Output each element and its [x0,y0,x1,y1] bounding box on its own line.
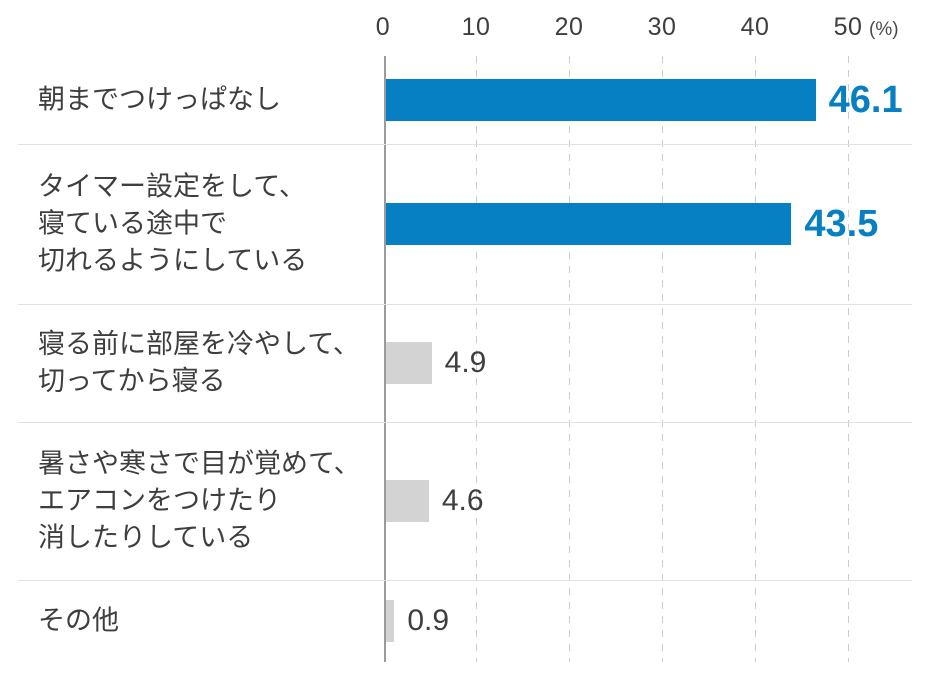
row-separator [18,304,912,305]
bar [386,203,792,245]
chart-row: 朝までつけっぱなし 46.1 [0,56,930,144]
x-axis-tick-label: 40 [740,13,770,41]
bar [386,480,429,522]
category-label-line: 切ってから寝る [38,366,226,396]
x-axis-tick-label: 30 [647,13,677,41]
category-label: その他 [38,603,378,640]
bar [386,79,816,121]
category-label: 暑さや寒さで目が覚めて、 エアコンをつけたり 消したりしている [38,446,378,557]
row-separator [18,580,912,581]
value-label: 46.1 [828,78,903,121]
category-label: 朝までつけっぱなし [38,82,378,119]
value-label: 4.6 [441,484,484,517]
bar-area: 43.5 [386,144,878,304]
x-axis-tick-label: 0 [375,13,391,41]
x-axis-tick-label: 50 [833,13,863,41]
gridline [662,56,663,662]
chart-row: 暑さや寒さで目が覚めて、 エアコンをつけたり 消したりしている 4.6 [0,422,930,580]
bar [386,600,395,642]
bar-area: 46.1 [386,56,903,144]
category-label-line: 暑さや寒さで目が覚めて、 [38,448,361,479]
category-label-line: 切れるようにしている [38,245,308,276]
bar-area: 0.9 [386,580,449,662]
x-axis-tick-label: 10 [461,13,491,41]
value-label: 43.5 [804,202,879,245]
category-label-line: その他 [38,605,119,636]
row-separator [18,422,912,423]
bar [386,342,432,384]
chart-row: その他 0.9 [0,580,930,662]
category-label-line: 消したりしている [38,522,254,553]
gridline [476,56,477,662]
y-axis-baseline [384,56,386,662]
gridline [848,56,849,662]
category-label: 寝る前に部屋を冷やして、 切ってから寝る [38,326,378,400]
category-label-line: エアコンをつけたり [38,485,281,516]
category-label-line: タイマー設定をして、 [38,171,306,202]
gridline [569,56,570,662]
value-label: 0.9 [407,604,450,637]
category-label-line: 朝までつけっぱなし [38,84,281,115]
x-axis-tick-label: 20 [554,13,584,41]
category-label-line: 寝る前に部屋を冷やして、 [38,329,360,359]
gridline [755,56,756,662]
chart-row: タイマー設定をして、 寝ている途中で 切れるようにしている 43.5 [0,144,930,304]
bar-area: 4.6 [386,422,484,580]
row-separator [18,144,912,145]
value-label: 4.9 [444,346,487,379]
x-axis-unit-label: (%) [869,19,899,40]
bar-area: 4.9 [386,304,486,422]
chart-row: 寝る前に部屋を冷やして、 切ってから寝る 4.9 [0,304,930,422]
category-label: タイマー設定をして、 寝ている途中で 切れるようにしている [38,169,378,280]
category-label-line: 寝ている途中で [38,208,227,239]
